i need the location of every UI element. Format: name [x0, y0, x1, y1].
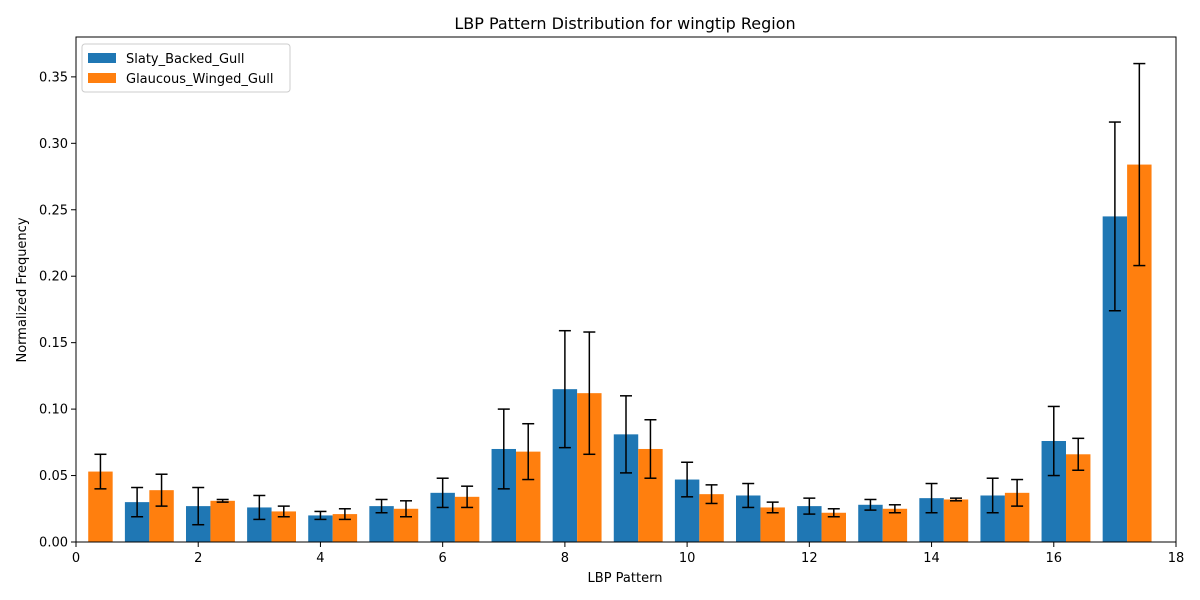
y-tick-label: 0.20	[39, 270, 68, 285]
y-tick-label: 0.25	[39, 203, 68, 218]
bar	[858, 504, 883, 542]
y-axis-label: Normalized Frequency	[15, 217, 30, 362]
error-bar	[522, 422, 535, 481]
x-tick-label: 10	[679, 551, 696, 566]
y-tick-label: 0.35	[39, 70, 68, 85]
error-bar	[1072, 437, 1085, 471]
y-tick-label: 0.30	[39, 137, 68, 152]
error-bar	[864, 498, 877, 511]
error-bar	[436, 477, 449, 509]
x-tick-label: 6	[439, 551, 447, 566]
x-tick-label: 0	[72, 551, 80, 566]
error-bar	[827, 508, 840, 518]
error-bar	[155, 473, 168, 507]
error-bar	[131, 486, 144, 518]
error-bar	[277, 505, 290, 518]
y-tick-label: 0.00	[39, 536, 68, 551]
error-bar	[950, 497, 962, 502]
error-bar	[986, 477, 999, 514]
error-bar	[1047, 405, 1060, 477]
error-bar	[314, 510, 327, 521]
error-bar	[583, 331, 596, 456]
legend: Slaty_Backed_Gull Glaucous_Winged_Gull	[81, 43, 291, 93]
error-bar	[766, 501, 779, 514]
chart-title: LBP Pattern Distribution for wingtip Reg…	[454, 14, 795, 33]
y-tick-label: 0.10	[39, 403, 68, 418]
legend-box	[81, 43, 291, 93]
x-tick-label: 12	[801, 551, 818, 566]
bar	[821, 512, 846, 542]
x-tick-label: 8	[561, 551, 569, 566]
y-axis: 0.00 0.05 0.10 0.15 0.20 0.25 0.30 0.35	[39, 70, 76, 551]
bar	[210, 500, 235, 542]
error-bar	[375, 498, 388, 514]
bar	[943, 499, 969, 542]
error-bar	[253, 494, 266, 521]
legend-entry: Glaucous_Winged_Gull	[126, 72, 273, 87]
error-bar	[620, 395, 632, 474]
error-bar	[925, 482, 938, 514]
error-bar	[497, 408, 510, 490]
x-tick-label: 18	[1168, 551, 1185, 566]
error-bar	[644, 418, 657, 479]
error-bar	[338, 508, 351, 521]
error-bar	[1108, 121, 1121, 312]
error-bar	[400, 500, 412, 518]
legend-swatch	[88, 73, 116, 83]
x-tick-label: 2	[194, 551, 202, 566]
x-tick-label: 4	[316, 551, 324, 566]
plot-frame	[75, 36, 1177, 543]
error-bar	[803, 497, 816, 515]
error-bar	[681, 461, 694, 498]
error-bar	[192, 486, 205, 526]
error-bar	[742, 482, 755, 509]
x-axis-label: LBP Pattern	[588, 571, 663, 586]
error-bar	[1133, 62, 1146, 267]
x-tick-label: 14	[923, 551, 940, 566]
x-tick-label: 16	[1046, 551, 1063, 566]
error-bar	[94, 453, 107, 490]
plot-area	[75, 36, 1177, 543]
error-bar	[461, 485, 474, 509]
bar	[882, 508, 908, 542]
error-bar	[1011, 478, 1024, 507]
x-axis: 0 2 4 6 8 10 12 14 16 18	[72, 542, 1184, 566]
y-tick-label: 0.15	[39, 336, 68, 351]
error-bar	[705, 484, 718, 505]
y-tick-label: 0.05	[39, 469, 68, 484]
legend-swatch	[88, 53, 116, 63]
error-bar	[558, 329, 571, 449]
error-bar	[888, 504, 901, 514]
legend-entry: Slaty_Backed_Gull	[126, 52, 245, 67]
error-bar	[216, 498, 229, 503]
